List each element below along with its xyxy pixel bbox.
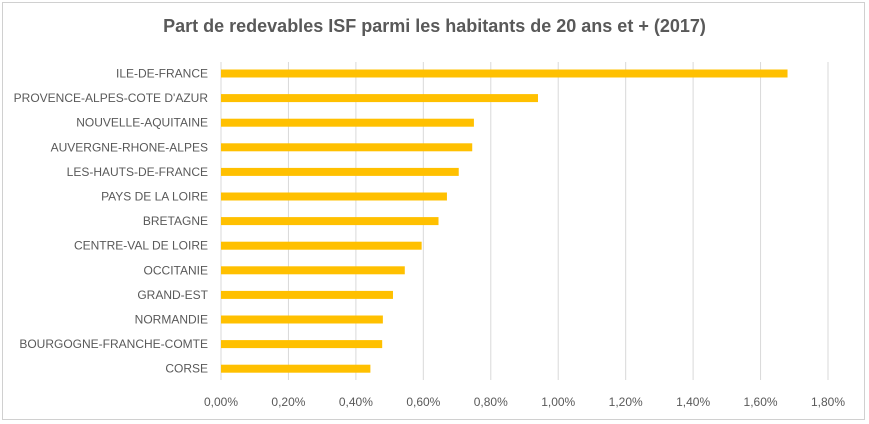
category-label: OCCITANIE	[144, 263, 208, 277]
x-tick-label: 1,00%	[541, 395, 575, 409]
category-labels: ILE-DE-FRANCE PROVENCE-ALPES-COTE D'AZUR N…	[14, 67, 209, 376]
x-tick-label: 1,40%	[676, 395, 710, 409]
x-tick-label: 1,80%	[811, 395, 845, 409]
category-label: CENTRE-VAL DE LOIRE	[74, 239, 208, 253]
x-axis-tick-labels: 0,00% 0,20% 0,40% 0,60% 0,80% 1,00% 1,20% 1,40%…	[204, 395, 845, 409]
category-label: PROVENCE-ALPES-COTE D'AZUR	[14, 91, 209, 105]
category-label: CORSE	[165, 362, 208, 376]
x-tick-label: 0,00%	[204, 395, 238, 409]
bar	[221, 364, 371, 373]
bar	[221, 340, 383, 349]
x-tick-label: 0,80%	[474, 395, 508, 409]
category-label: BOURGOGNE-FRANCHE-COMTE	[19, 337, 208, 351]
bar	[221, 241, 422, 250]
bar	[221, 266, 405, 275]
bar	[221, 69, 788, 78]
x-tick-label: 1,20%	[609, 395, 643, 409]
x-tick-label: 0,20%	[271, 395, 305, 409]
category-label: BRETAGNE	[143, 214, 208, 228]
bar	[221, 167, 459, 176]
category-label: PAYS DE LA LOIRE	[101, 190, 208, 204]
bar	[221, 290, 393, 299]
x-tick-label: 1,60%	[744, 395, 778, 409]
bars	[221, 69, 788, 373]
bar	[221, 94, 538, 103]
x-tick-label: 0,40%	[339, 395, 373, 409]
bar	[221, 118, 474, 127]
x-tick-label: 0,60%	[406, 395, 440, 409]
bar	[221, 315, 383, 324]
chart-title: Part de redevables ISF parmi les habitan…	[163, 16, 706, 36]
category-label: GRAND-EST	[137, 288, 208, 302]
bar	[221, 217, 439, 226]
bar	[221, 143, 473, 152]
category-label: LES-HAUTS-DE-FRANCE	[67, 165, 208, 179]
category-label: NOUVELLE-AQUITAINE	[76, 116, 208, 130]
category-label: AUVERGNE-RHONE-ALPES	[51, 140, 208, 154]
category-label: ILE-DE-FRANCE	[116, 67, 208, 81]
bar	[221, 192, 447, 201]
category-label: NORMANDIE	[135, 313, 208, 327]
